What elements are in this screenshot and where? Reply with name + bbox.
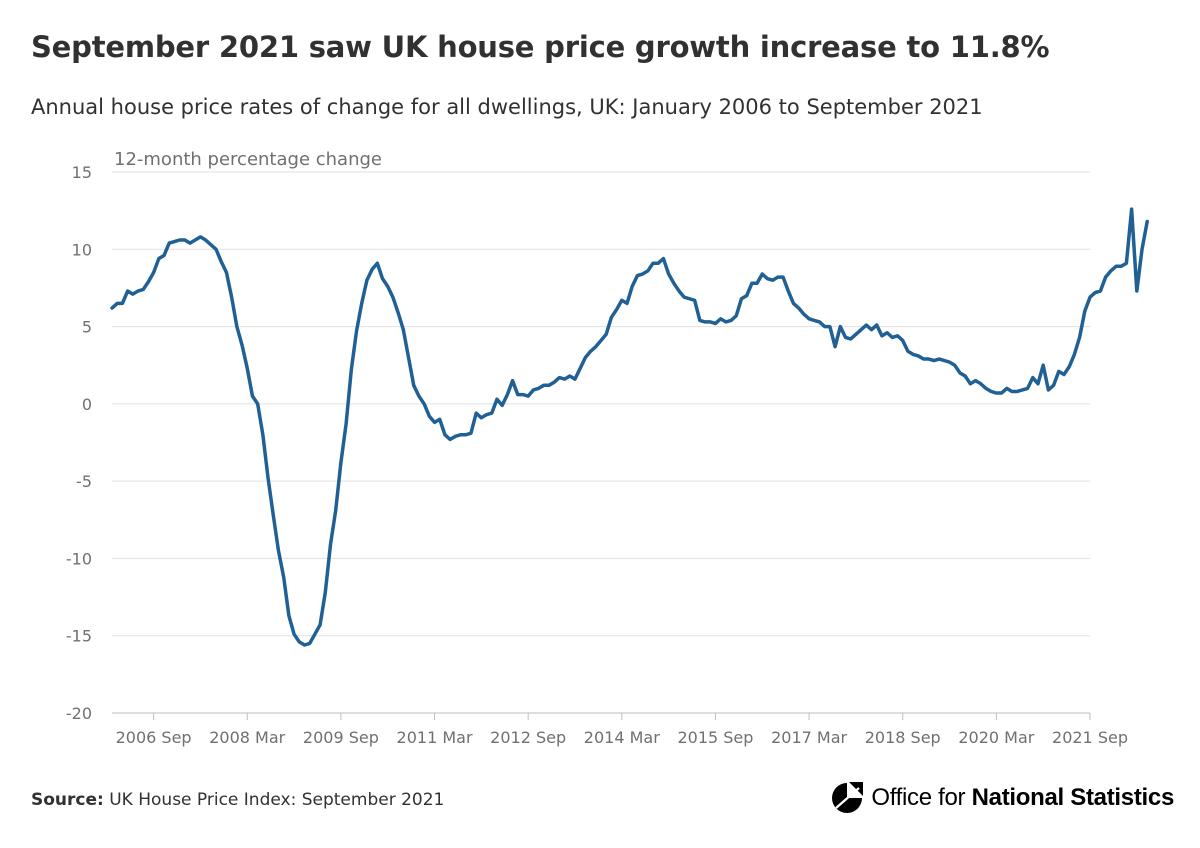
line-chart: 15 10 5 0 -5 -10 -15 -20 2006 Sep 2008 Mar 2009 S… xyxy=(66,149,1149,747)
y-tick-label: 0 xyxy=(82,395,92,414)
y-axis-label: 12-month percentage change xyxy=(114,149,382,170)
x-tick-label: 2011 Mar xyxy=(397,728,473,747)
source-note: Source: UK House Price Index: September … xyxy=(31,790,444,810)
x-tick-label: 2014 Mar xyxy=(584,728,660,747)
source-text: UK House Price Index: September 2021 xyxy=(109,790,445,810)
x-tick-label: 2020 Mar xyxy=(958,728,1034,747)
y-tick-label: -5 xyxy=(76,472,92,491)
series-layer xyxy=(110,207,1149,647)
x-tick-label: 2018 Sep xyxy=(865,728,941,747)
gridlines xyxy=(112,171,1090,714)
chart-subtitle: Annual house price rates of change for a… xyxy=(31,95,983,119)
x-tick-label: 2021 Sep xyxy=(1052,728,1128,747)
source-label: Source: xyxy=(31,790,104,810)
x-tick-label: 2012 Sep xyxy=(490,728,566,747)
ons-logo-icon xyxy=(832,782,864,813)
y-tick-label: 15 xyxy=(72,163,92,182)
y-tick-label: 10 xyxy=(72,240,92,259)
series-line xyxy=(110,207,1149,647)
x-tick-label: 2009 Sep xyxy=(303,728,379,747)
y-tick-label: -15 xyxy=(66,627,92,646)
y-tick-label: -20 xyxy=(66,704,92,723)
logo-text-bold: National Statistics xyxy=(971,784,1175,811)
y-tick-label: -10 xyxy=(66,549,92,568)
logo-text-regular: Office for xyxy=(871,784,966,811)
y-tick-label: 5 xyxy=(82,318,92,337)
chart-title: September 2021 saw UK house price growth… xyxy=(31,30,1050,64)
x-tick-label: 2008 Mar xyxy=(209,728,285,747)
ons-logo: Office for National Statistics xyxy=(829,780,1174,816)
x-tick-label: 2006 Sep xyxy=(116,728,192,747)
y-axis-ticks: 15 10 5 0 -5 -10 -15 -20 xyxy=(66,163,92,723)
x-axis-ticks: 2006 Sep 2008 Mar 2009 Sep 2011 Mar 2012 Sep… xyxy=(116,713,1128,747)
x-tick-label: 2017 Mar xyxy=(771,728,847,747)
x-tick-label: 2015 Sep xyxy=(677,728,753,747)
